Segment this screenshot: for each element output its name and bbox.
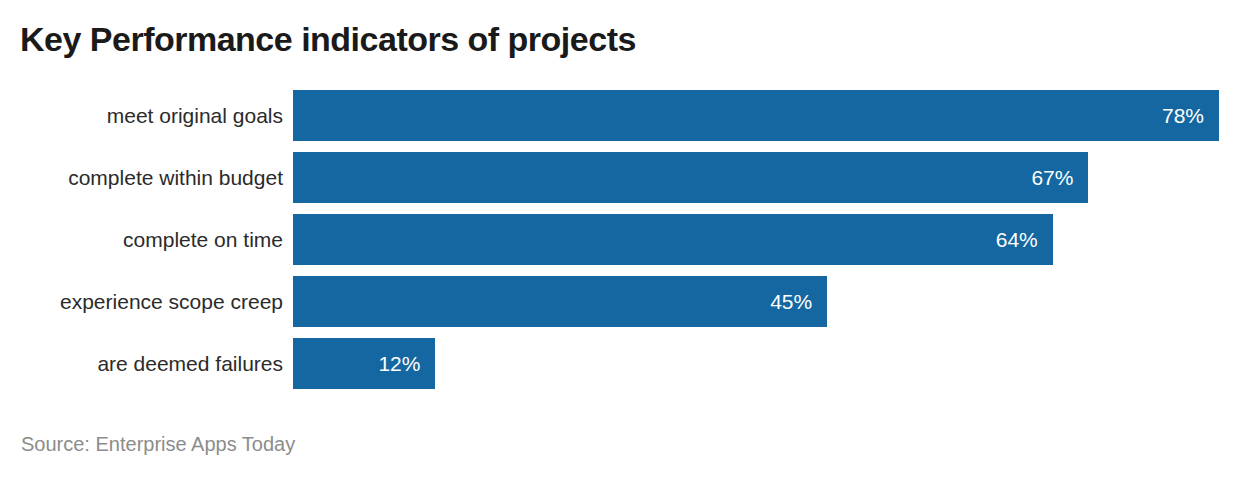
bar: 78%	[293, 90, 1219, 141]
bar-row: complete within budget 67%	[0, 152, 1240, 203]
category-label: complete on time	[0, 214, 283, 265]
bar-row: meet original goals 78%	[0, 90, 1240, 141]
bar-row: complete on time 64%	[0, 214, 1240, 265]
value-label: 78%	[1162, 104, 1219, 128]
bar-track: 67%	[293, 152, 1219, 203]
category-label: meet original goals	[0, 90, 283, 141]
value-label: 64%	[996, 228, 1053, 252]
value-label: 67%	[1031, 166, 1088, 190]
category-label: are deemed failures	[0, 338, 283, 389]
category-label: complete within budget	[0, 152, 283, 203]
bar-track: 78%	[293, 90, 1219, 141]
source-caption: Source: Enterprise Apps Today	[21, 433, 295, 456]
chart-title: Key Performance indicators of projects	[20, 20, 636, 59]
bar-chart: meet original goals 78% complete within bu…	[0, 90, 1240, 400]
value-label: 45%	[770, 290, 827, 314]
bar: 67%	[293, 152, 1088, 203]
value-label: 12%	[378, 352, 435, 376]
bar: 45%	[293, 276, 827, 327]
category-label: experience scope creep	[0, 276, 283, 327]
bar-track: 45%	[293, 276, 1219, 327]
bar-row: are deemed failures 12%	[0, 338, 1240, 389]
bar-track: 12%	[293, 338, 1219, 389]
bar-track: 64%	[293, 214, 1219, 265]
bar: 12%	[293, 338, 435, 389]
bar: 64%	[293, 214, 1053, 265]
bar-row: experience scope creep 45%	[0, 276, 1240, 327]
